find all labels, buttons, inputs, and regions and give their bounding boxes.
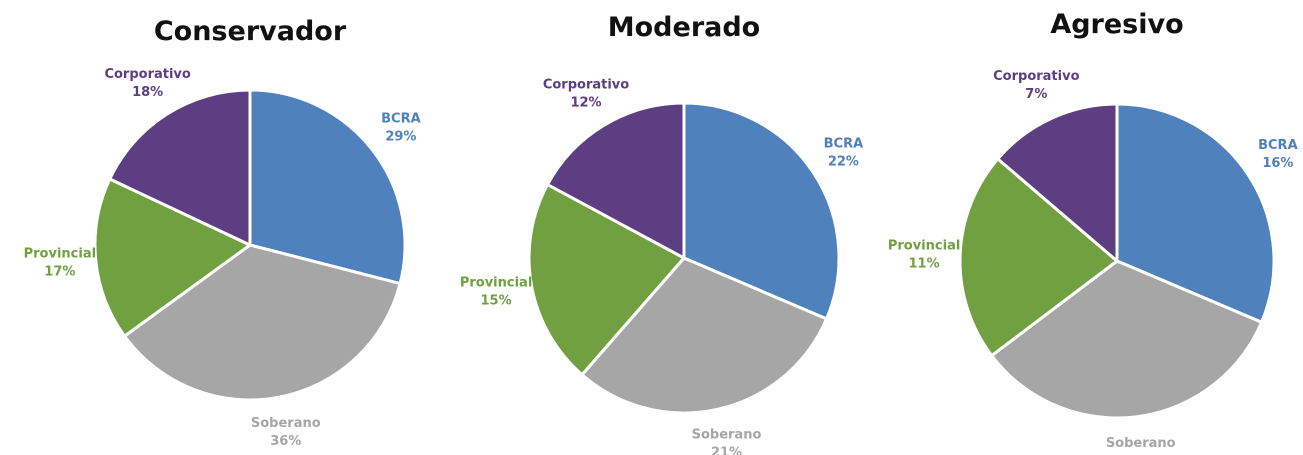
slice-label: Corporativo bbox=[104, 67, 190, 82]
slice-value-label: 15% bbox=[481, 294, 512, 309]
slice-value-label: 18% bbox=[132, 85, 163, 100]
chart-title: Moderado bbox=[608, 12, 760, 43]
slice-value-label: 22% bbox=[828, 154, 859, 169]
pie-slice bbox=[545, 101, 686, 261]
slice-value-label: 12% bbox=[570, 96, 601, 111]
pie-slice bbox=[122, 243, 402, 402]
pie-slice bbox=[107, 88, 252, 248]
slice-label: Soberano bbox=[1106, 436, 1176, 451]
pie-slice bbox=[579, 256, 829, 415]
slice-label: Provincial bbox=[460, 276, 532, 291]
slice-label: BCRA bbox=[824, 136, 864, 151]
slice-label: Corporativo bbox=[543, 78, 629, 93]
slice-value-label: 29% bbox=[385, 129, 416, 144]
pie-slice bbox=[989, 259, 1264, 420]
pie-slice bbox=[248, 88, 407, 286]
slice-label: Corporativo bbox=[993, 69, 1079, 84]
slice-label: Provincial bbox=[888, 239, 960, 254]
pie-slice bbox=[682, 101, 841, 321]
slice-label: Soberano bbox=[251, 416, 321, 431]
pie-slice bbox=[958, 156, 1120, 358]
slice-label: BCRA bbox=[381, 111, 421, 126]
pie-slice bbox=[995, 102, 1119, 265]
slice-value-label: 17% bbox=[44, 264, 75, 279]
slice-label: Provincial bbox=[24, 246, 96, 261]
pie-slice bbox=[93, 177, 253, 339]
slice-value-label: 21% bbox=[711, 446, 742, 455]
slice-value-label: 7% bbox=[1025, 87, 1047, 102]
slice-value-label: 11% bbox=[909, 257, 940, 272]
slice-label: BCRA bbox=[1258, 138, 1298, 153]
pie-slice bbox=[527, 182, 687, 377]
slice-label: Soberano bbox=[692, 428, 762, 443]
chart-title: Agresivo bbox=[1050, 9, 1183, 40]
pie-slice bbox=[1115, 102, 1276, 325]
slice-value-label: 36% bbox=[270, 434, 301, 449]
slice-value-label: 16% bbox=[1262, 156, 1293, 171]
chart-title: Conservador bbox=[154, 16, 347, 47]
